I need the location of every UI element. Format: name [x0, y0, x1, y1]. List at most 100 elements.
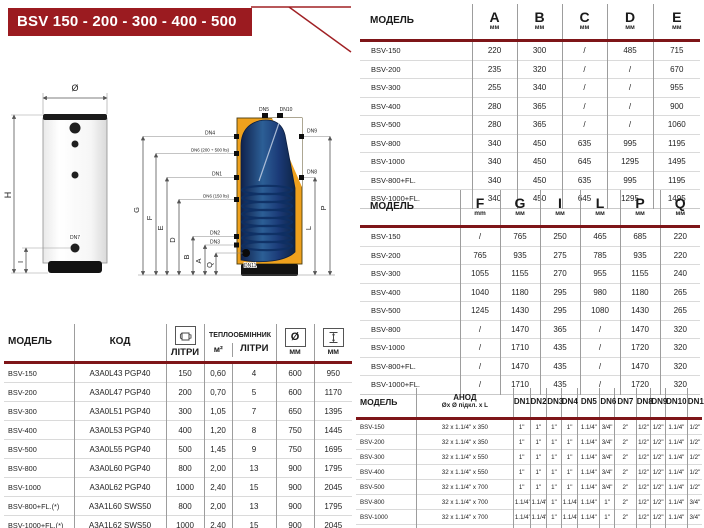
- value-cell: 1795: [313, 458, 352, 478]
- value-cell: 1795: [313, 496, 352, 516]
- value-cell: 1": [529, 464, 547, 480]
- value-cell: 600: [275, 382, 314, 402]
- table-row: BSV-1000+FL.(*) A3A1L62 SWS50 1000 2,40 15 90…: [4, 515, 352, 528]
- value-cell: 1/2": [650, 418, 666, 435]
- model-cell: BSV-400: [371, 101, 401, 111]
- value-cell: 950: [313, 362, 352, 383]
- value-cell: 685: [619, 226, 660, 246]
- value-cell: 1.1/4": [512, 509, 531, 525]
- value-cell: 3/4": [599, 464, 615, 480]
- column-header: DN10: [664, 388, 688, 419]
- value-cell: 1": [546, 418, 562, 435]
- value-cell: 995: [606, 134, 653, 153]
- value-cell: 1170: [313, 382, 352, 402]
- value-cell: 1/2": [635, 418, 651, 435]
- value-cell: 1.1/4": [577, 464, 600, 480]
- value-cell: 3/4": [686, 524, 702, 528]
- value-cell: A3A0L43 PGP40: [73, 362, 166, 383]
- value-cell: 1470: [499, 320, 540, 339]
- model-cell: BSV-200: [360, 438, 385, 446]
- model-cell: BSV-500: [8, 444, 37, 454]
- value-cell: /: [561, 115, 607, 134]
- value-cell: 1000: [165, 477, 204, 497]
- model-cell: BSV-200: [371, 250, 401, 260]
- table-row: BSV-1000/1710 435/1720 320: [360, 338, 700, 357]
- model-cell: BSV-150: [360, 423, 385, 431]
- value-cell: 1/2": [635, 494, 651, 510]
- value-cell: 2": [613, 464, 637, 480]
- value-cell: 1.1/4": [529, 494, 547, 510]
- column-header: DN7: [613, 388, 637, 419]
- value-cell: 15: [231, 515, 276, 528]
- value-cell: 2": [613, 434, 637, 450]
- diameter-icon: Ø: [284, 328, 306, 347]
- cutaway-tank-drawing: DN5 DN10 DN4 DN6 (200 ÷ 500 lts) DN1 DN6…: [131, 106, 335, 276]
- value-cell: 1080: [579, 301, 620, 320]
- value-cell: 1155: [499, 264, 540, 283]
- value-cell: 400: [165, 420, 204, 440]
- value-cell: 365: [539, 320, 580, 339]
- spec-col-litres: ЛІТРИ: [165, 324, 204, 363]
- spec-col-m2: м²: [213, 343, 223, 354]
- value-cell: 1": [560, 434, 578, 450]
- model-cell: BSV-200: [8, 387, 37, 397]
- table-row: BSV-1000 340 450 645 1295 1495: [360, 152, 700, 171]
- table-row: BSV-300 32 x 1.1/4" x 550 1" 1" 1" 1" 1.1/4" 3/…: [356, 449, 702, 465]
- value-cell: 32 x 1.1/4" x 700: [415, 509, 514, 525]
- value-cell: 3/4": [599, 449, 615, 465]
- value-cell: 765: [499, 226, 540, 246]
- value-cell: 1,20: [203, 420, 232, 440]
- value-cell: 295: [539, 301, 580, 320]
- value-cell: 900: [275, 515, 314, 528]
- model-cell: BSV-300: [8, 406, 37, 416]
- column-header: DN8: [635, 388, 653, 419]
- value-cell: 220: [659, 246, 700, 265]
- value-cell: 280: [471, 97, 517, 116]
- dim-label-e: E: [156, 225, 165, 230]
- value-cell: 1.1/4": [529, 509, 547, 525]
- value-cell: 645: [561, 152, 607, 171]
- table-row: BSV-500 32 x 1.1/4" x 700 1" 1" 1" 1" 1.1/4" 3/…: [356, 479, 702, 495]
- value-cell: 1/2": [650, 479, 666, 495]
- value-cell: 1": [529, 449, 547, 465]
- value-cell: 635: [561, 134, 607, 153]
- value-cell: A3A1L62 SWS50: [73, 515, 166, 528]
- value-cell: A3A1L60 SWS50: [73, 496, 166, 516]
- value-cell: 1/2": [650, 464, 666, 480]
- table-row: BSV-150 32 x 1.1/4" x 350 1" 1" 1" 1" 1.1/4" 3/…: [356, 418, 702, 435]
- value-cell: 300: [165, 401, 204, 421]
- column-header: МОДЕЛЬ: [370, 200, 414, 212]
- port-label-dn3: DN3: [210, 240, 220, 246]
- value-cell: 3/4": [599, 434, 615, 450]
- column-header: DN5: [577, 388, 600, 419]
- value-cell: 150: [165, 362, 204, 383]
- dim-label-diameter: Ø: [71, 83, 78, 93]
- value-cell: 1.1/4": [664, 464, 688, 480]
- value-cell: 13: [231, 458, 276, 478]
- value-cell: 1": [529, 434, 547, 450]
- table-row: BSV-150 220 300/485 715: [360, 40, 700, 60]
- value-cell: 1": [512, 418, 531, 435]
- column-header: МОДЕЛЬ: [360, 396, 398, 407]
- value-cell: 450: [516, 171, 562, 190]
- value-cell: 1.1/4": [664, 494, 688, 510]
- value-cell: 1/2": [635, 509, 651, 525]
- model-cell: BSV-150: [371, 46, 401, 56]
- model-cell: BSV-500: [371, 120, 401, 130]
- value-cell: 1040: [459, 283, 500, 302]
- port-label-dn5: DN5: [259, 107, 269, 113]
- value-cell: 2,40: [203, 477, 232, 497]
- value-cell: 1": [512, 434, 531, 450]
- column-header: АНОД Øx Ø підкл. x L: [415, 388, 514, 419]
- value-cell: 1.1/4": [577, 494, 600, 510]
- value-cell: 8: [231, 420, 276, 440]
- value-cell: 1.1/4": [577, 479, 600, 495]
- value-cell: 2": [613, 479, 637, 495]
- value-cell: /: [606, 78, 653, 97]
- value-cell: 1060: [652, 115, 700, 134]
